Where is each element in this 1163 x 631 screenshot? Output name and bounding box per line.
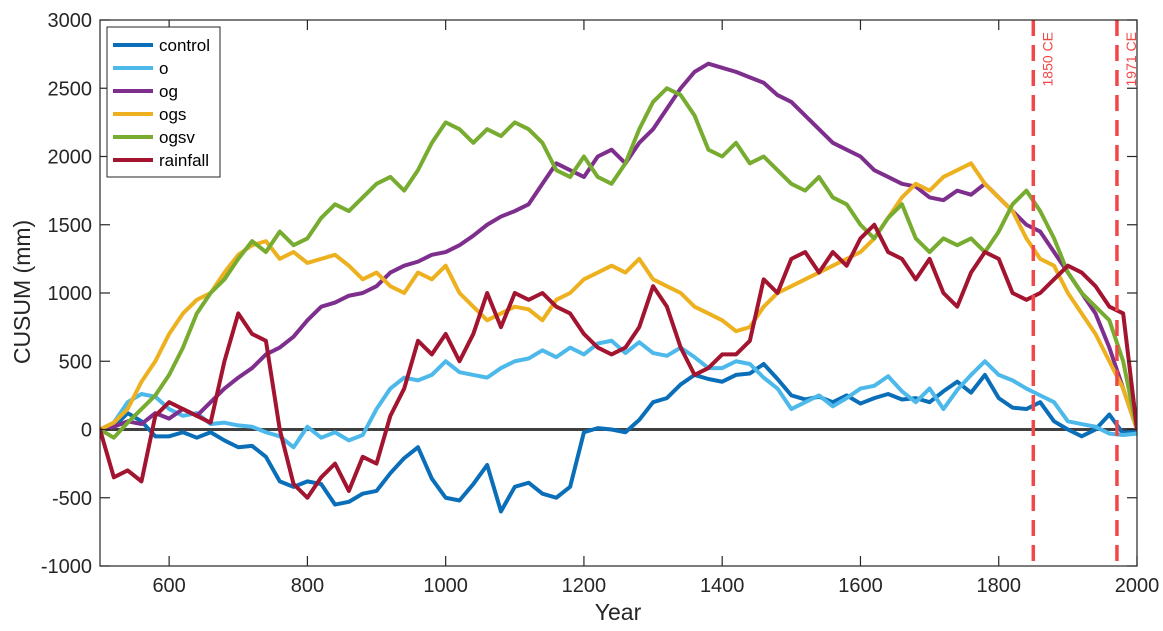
x-tick-label: 1200: [562, 575, 607, 597]
legend-label-control: control: [159, 36, 210, 55]
legend-label-rainfall: rainfall: [159, 151, 209, 170]
x-tick-label: 1800: [976, 575, 1021, 597]
y-tick-label: 1500: [48, 215, 93, 237]
series-line-ogs: [100, 161, 1137, 432]
y-tick-label: 2500: [48, 78, 93, 100]
y-tick-label: 1000: [48, 283, 93, 305]
plot-area: 1850 CE 1971 CE: [100, 20, 1139, 566]
series-line-o: [100, 338, 1137, 450]
x-tick-label: 1600: [838, 575, 883, 597]
x-axis-title: Year: [595, 599, 642, 625]
legend-label-ogsv: ogsv: [159, 128, 195, 147]
axes: 600 800 1000 1200 1400 1600 1800 2000 -1000 -500 0…: [41, 10, 1159, 597]
legend: control o og ogs ogsv rainfall: [106, 26, 221, 178]
legend-label-og: og: [159, 82, 178, 101]
y-tick-label: 2000: [48, 147, 93, 169]
plot-clip-group: [100, 61, 1137, 514]
legend-label-ogs: ogs: [159, 105, 186, 124]
x-tick-label: 800: [291, 575, 324, 597]
series-line-ogsv: [100, 86, 1137, 440]
legend-box: [106, 26, 221, 178]
series-line-control: [100, 361, 1137, 514]
y-tick-label: 0: [81, 420, 92, 442]
y-tick-label: -1000: [41, 556, 92, 578]
y-tick-label: 500: [59, 351, 92, 373]
y-axis-title: CUSUM (mm): [9, 220, 35, 364]
series-line-og: [100, 61, 1137, 432]
series-line-rainfall: [100, 222, 1137, 500]
x-tick-label: 1400: [700, 575, 745, 597]
y-tick-label: -500: [52, 488, 92, 510]
x-tick-label: 2000: [1115, 575, 1160, 597]
y-tick-label: 3000: [48, 10, 93, 32]
legend-label-o: o: [159, 59, 168, 78]
x-tick-label: 1000: [423, 575, 468, 597]
annotation-label-1: 1850 CE: [1039, 32, 1055, 86]
x-tick-label: 600: [152, 575, 185, 597]
annotation-label-2: 1971 CE: [1123, 32, 1139, 86]
